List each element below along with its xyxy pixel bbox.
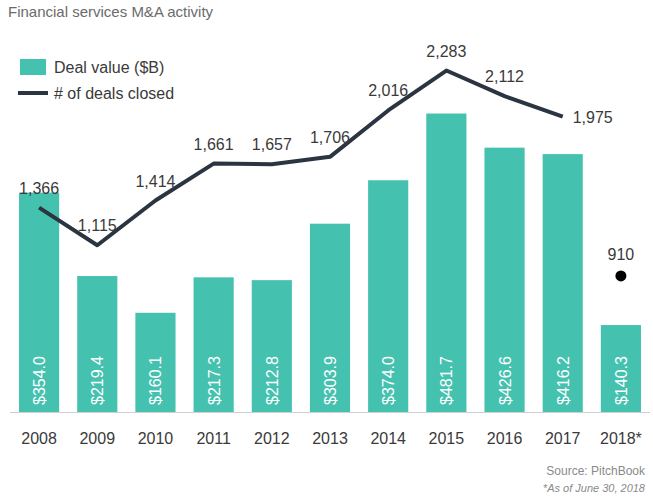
bar bbox=[543, 154, 583, 412]
bar bbox=[194, 277, 234, 412]
legend-label: # of deals closed bbox=[54, 85, 174, 102]
bar bbox=[484, 148, 524, 412]
bar-label: $160.1 bbox=[147, 356, 164, 405]
x-tick-label: 2014 bbox=[370, 430, 406, 447]
line-label: 2,112 bbox=[485, 68, 524, 85]
bar bbox=[426, 114, 466, 412]
bar bbox=[601, 325, 641, 412]
line-label: 1,975 bbox=[573, 109, 613, 126]
line-label: 1,657 bbox=[252, 136, 292, 153]
point bbox=[615, 270, 626, 281]
x-tick-label: 2017 bbox=[545, 430, 581, 447]
bar bbox=[252, 280, 292, 412]
x-tick-label: 2011 bbox=[196, 430, 231, 447]
chart: Financial services M&A activity $354.0 $21… bbox=[0, 0, 653, 497]
bar-label: $219.4 bbox=[89, 356, 106, 405]
line-label: 1,366 bbox=[19, 180, 59, 197]
point-label: 910 bbox=[608, 246, 635, 263]
legend: Deal value ($B) # of deals closed bbox=[18, 59, 174, 102]
bar-label: $481.7 bbox=[438, 356, 455, 405]
x-tick-label: 2010 bbox=[138, 430, 174, 447]
bar bbox=[77, 276, 117, 412]
bar-label: $303.9 bbox=[322, 356, 339, 405]
line-label: 1,661 bbox=[194, 136, 234, 153]
bar bbox=[368, 180, 408, 412]
footnote: *As of June 30, 2018 bbox=[543, 482, 646, 494]
bar bbox=[135, 313, 175, 412]
x-tick-label: 2016 bbox=[487, 430, 523, 447]
bar-label: $217.3 bbox=[206, 356, 223, 405]
title: Financial services M&A activity bbox=[8, 3, 214, 20]
marks bbox=[19, 71, 641, 412]
line-label: 1,706 bbox=[310, 129, 350, 146]
legend-label: Deal value ($B) bbox=[54, 59, 164, 76]
legend-swatch bbox=[18, 91, 48, 95]
bar-label: $140.3 bbox=[613, 356, 630, 405]
x-tick-label: 2018* bbox=[600, 430, 642, 447]
bar-label: $426.6 bbox=[497, 356, 514, 405]
line bbox=[39, 71, 563, 246]
bar-label: $374.0 bbox=[380, 356, 397, 405]
bar-label: $416.2 bbox=[555, 356, 572, 405]
line-label: 1,414 bbox=[135, 173, 175, 190]
x-tick-label: 2015 bbox=[429, 430, 465, 447]
bar bbox=[310, 224, 350, 412]
bar bbox=[19, 193, 59, 412]
x-tick-label: 2012 bbox=[254, 430, 290, 447]
bar-label: $212.8 bbox=[264, 356, 281, 405]
line-label: 1,115 bbox=[78, 217, 117, 234]
x-tick-label: 2013 bbox=[312, 430, 348, 447]
baseline bbox=[10, 412, 650, 413]
legend-swatch bbox=[20, 59, 46, 75]
bar-label: $354.0 bbox=[31, 356, 48, 405]
line-label: 2,283 bbox=[426, 43, 466, 60]
line-label: 2,016 bbox=[368, 82, 408, 99]
x-tick-label: 2008 bbox=[21, 430, 57, 447]
source: Source: PitchBook bbox=[546, 464, 646, 478]
labels: $354.0 $219.4 $160.1 $217.3 $212.8 $303.9 $374… bbox=[19, 43, 634, 405]
x-tick-label: 2009 bbox=[79, 430, 115, 447]
